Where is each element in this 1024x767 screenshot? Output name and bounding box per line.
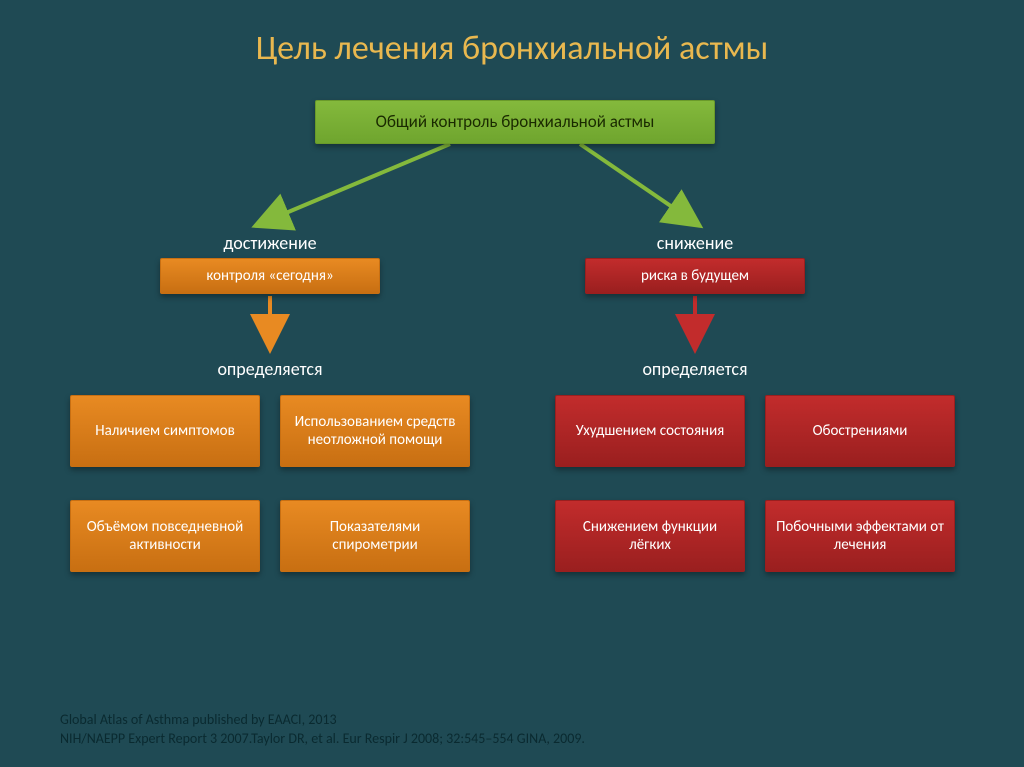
box-future-risk: риска в будущем [585,258,805,294]
box-daily-activity: Объёмом повседневной активности [70,500,260,572]
footer-line-2: NIH/NAEPP Expert Report 3 2007.Taylor DR… [60,730,585,749]
box-exacerbations: Обострениями [765,395,955,467]
footer-citation: Global Atlas of Asthma published by EAAC… [60,711,585,749]
box-symptoms: Наличием симптомов [70,395,260,467]
box-lung-function: Снижением функции лёгких [555,500,745,572]
label-determined-left: определяется [190,358,350,380]
slide-title: Цель лечения бронхиальной астмы [0,0,1024,69]
footer-line-1: Global Atlas of Asthma published by EAAC… [60,711,585,730]
top-box-overall-control: Общий контроль бронхиальной астмы [315,100,715,144]
label-determined-right: определяется [615,358,775,380]
box-rescue-meds: Использованием средств неотложной помощи [280,395,470,467]
box-worsening: Ухудшением состояния [555,395,745,467]
label-reduction: снижение [615,232,775,254]
box-control-today: контроля «сегодня» [160,258,380,294]
box-side-effects: Побочными эффектами от лечения [765,500,955,572]
box-spirometry: Показателями спирометрии [280,500,470,572]
label-achievement: достижение [190,232,350,254]
